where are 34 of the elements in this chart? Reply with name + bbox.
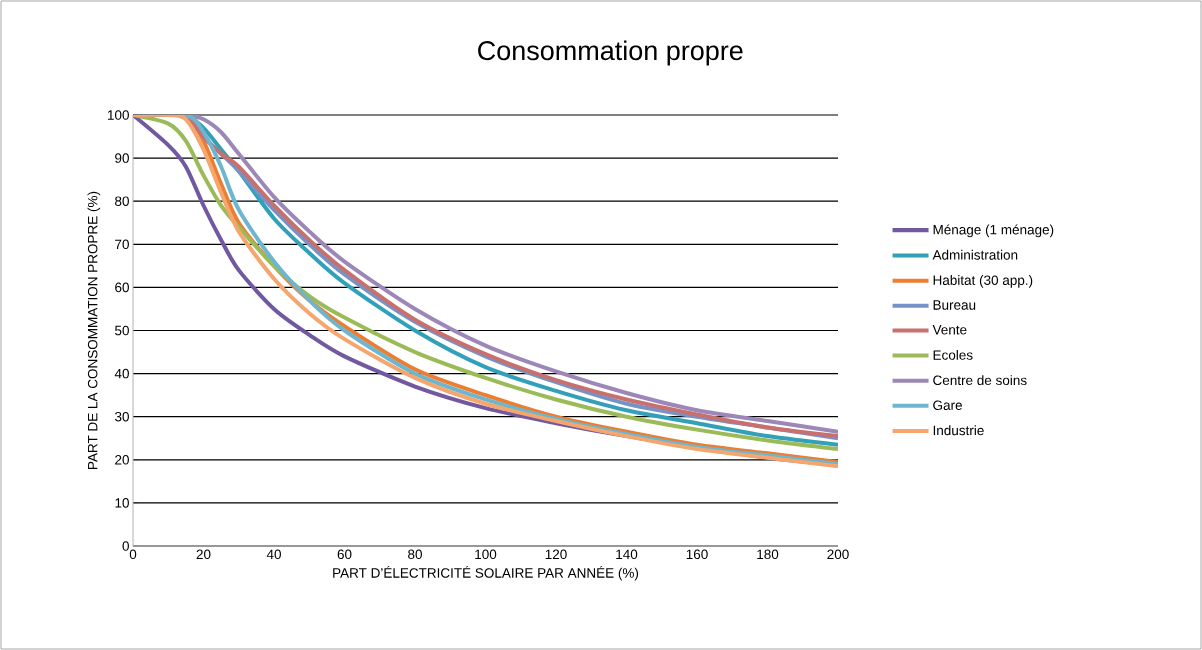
x-tick-label: 0 [129, 549, 137, 560]
x-tick-label: 180 [757, 549, 779, 560]
x-tick-label: 40 [266, 549, 281, 560]
legend-label: Industrie [933, 425, 984, 436]
x-tick-label: 140 [616, 549, 638, 560]
chart-title: Consommation propre [478, 40, 743, 66]
y-tick-label: 100 [107, 110, 129, 120]
y-tick-label: 0 [122, 541, 129, 551]
x-axis-title: PART D’ÉLECTRICITÉ SOLAIRE PAR ANNÉE (%) [333, 565, 639, 581]
legend-label: Ménage (1 ménage) [933, 224, 1054, 238]
legend-label: Centre de soins [933, 375, 1027, 386]
x-tick-label: 200 [827, 549, 849, 560]
x-tick-label: 120 [545, 549, 567, 560]
y-tick-label: 40 [114, 368, 129, 379]
x-tick-label: 80 [408, 549, 422, 560]
y-axis-title: PART DE LA CONSOMMATION PROPRE (%) [87, 191, 101, 469]
legend-label: Ecoles [933, 349, 973, 360]
y-tick-label: 80 [115, 196, 129, 206]
x-tick-label: 160 [686, 549, 708, 560]
x-tick-label: 60 [337, 549, 352, 560]
y-tick-label: 30 [114, 411, 129, 422]
y-tick-label: 70 [115, 239, 129, 250]
legend-label: Bureau [933, 300, 976, 310]
y-tick-label: 60 [115, 282, 129, 293]
y-tick-label: 20 [115, 455, 129, 465]
y-tick-label: 50 [115, 325, 129, 336]
x-tick-label: 100 [475, 549, 497, 560]
y-tick-label: 90 [115, 153, 129, 163]
legend-label: Vente [932, 325, 967, 335]
x-tick-label: 20 [196, 549, 211, 560]
legend-label: Administration [932, 249, 1018, 260]
legend-label: Gare [933, 400, 962, 410]
y-tick-label: 10 [115, 498, 129, 508]
legend-label: Habitat (30 app.) [933, 275, 1033, 288]
